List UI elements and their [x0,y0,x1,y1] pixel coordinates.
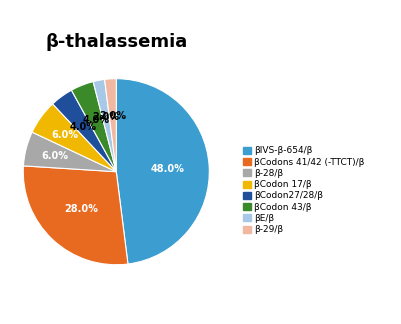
Text: 4.0%: 4.0% [70,122,97,132]
Wedge shape [53,90,116,172]
Title: β-thalassemia: β-thalassemia [45,33,187,51]
Legend: βIVS-β-654/β, βCodons 41/42 (-TTCT)/β, β-28/β, βCodon 17/β, βCodon27/28/β, βCodo: βIVS-β-654/β, βCodons 41/42 (-TTCT)/β, β… [242,145,366,235]
Text: 4.0%: 4.0% [82,115,109,125]
Text: 2.0%: 2.0% [92,112,119,122]
Text: 48.0%: 48.0% [150,164,184,174]
Wedge shape [116,79,209,264]
Wedge shape [93,79,116,172]
Wedge shape [23,166,128,265]
Text: 6.0%: 6.0% [52,130,79,140]
Text: 28.0%: 28.0% [64,204,98,214]
Text: 6.0%: 6.0% [42,151,69,161]
Wedge shape [32,104,116,172]
Wedge shape [23,132,116,172]
Wedge shape [71,82,116,172]
Wedge shape [105,79,116,172]
Text: 2.0%: 2.0% [99,111,126,121]
